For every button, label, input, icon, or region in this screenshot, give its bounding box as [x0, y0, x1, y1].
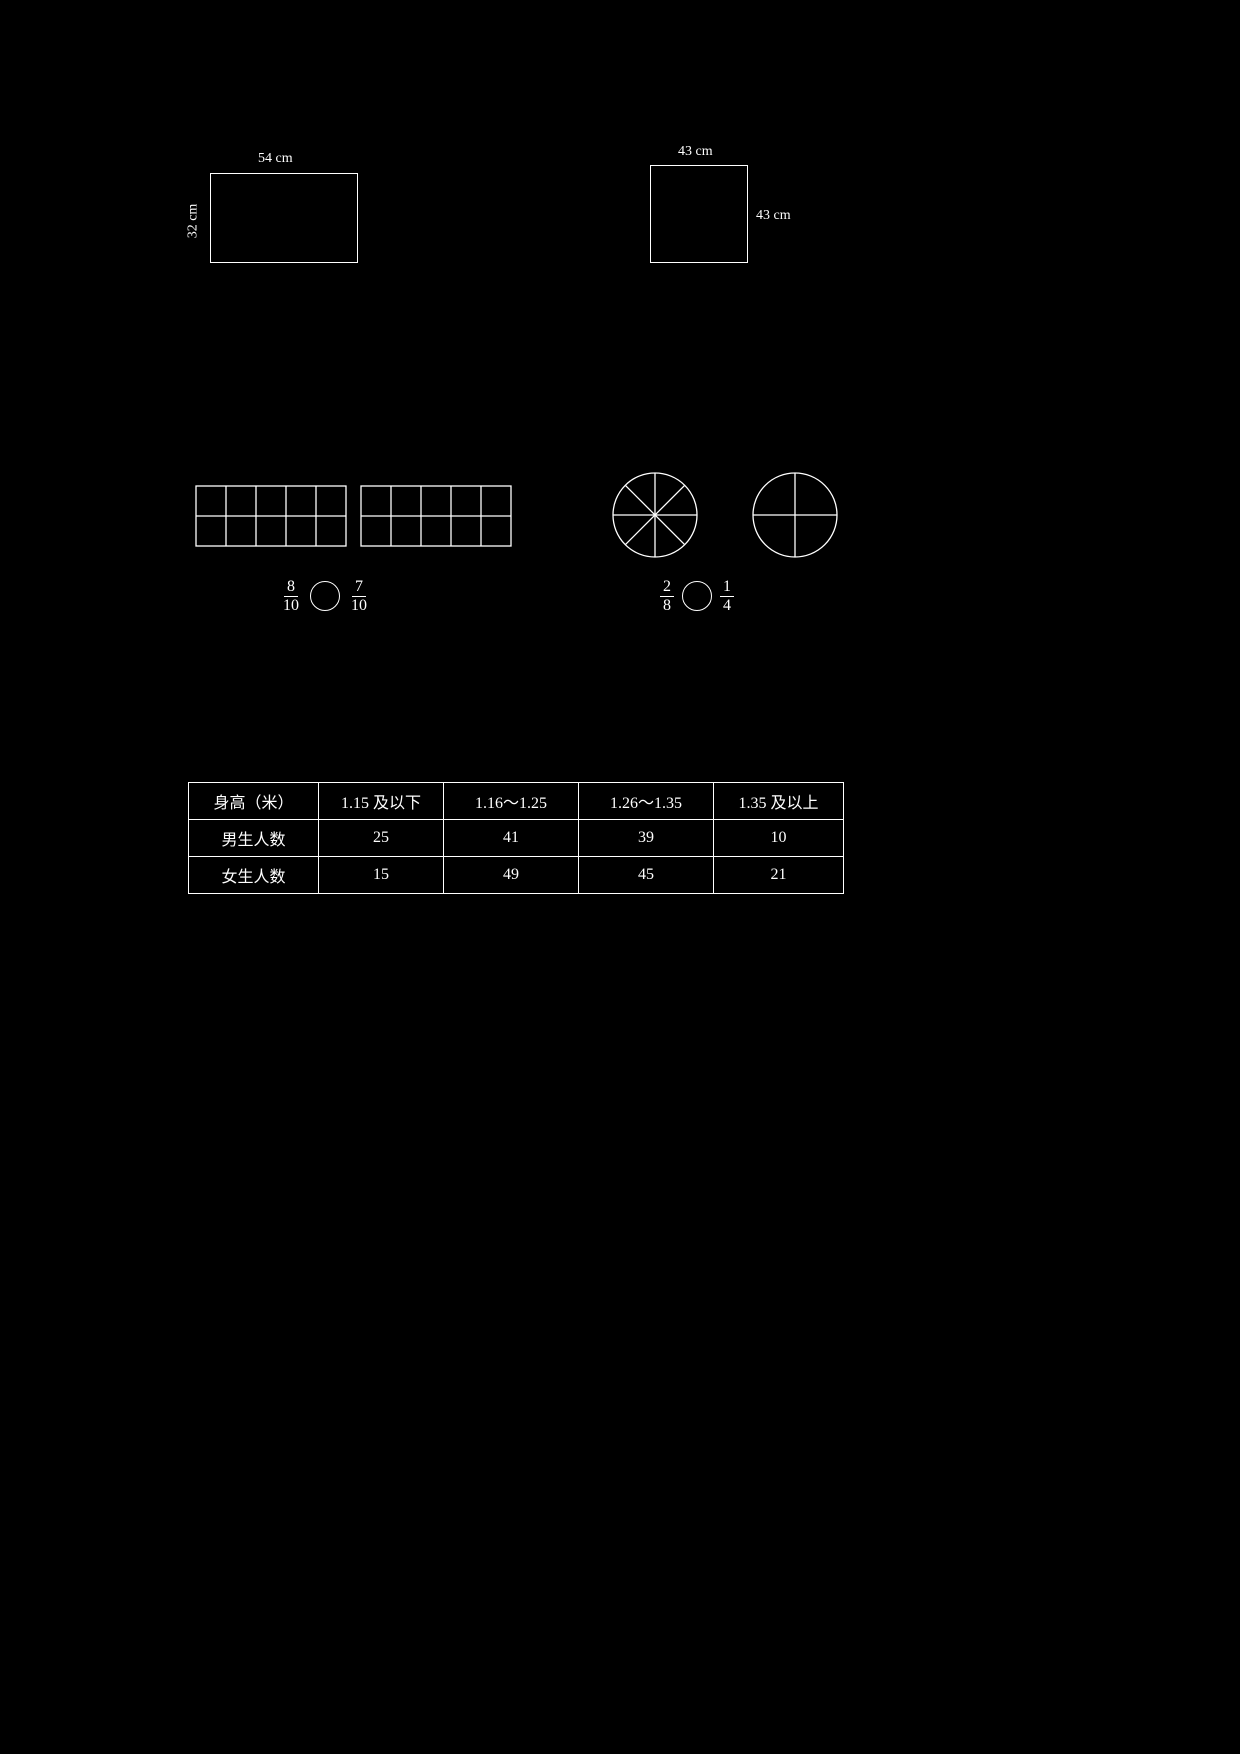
- fraction-a-left-num: 8: [284, 578, 298, 597]
- table-header-1: 1.15 及以下: [319, 783, 444, 820]
- table-header-row: 身高（米） 1.15 及以下 1.16～1.25 1.26～1.35 1.35 …: [189, 783, 844, 820]
- rectangle-shape: [210, 173, 358, 263]
- square-shape: [650, 165, 748, 263]
- pie-left: [611, 471, 699, 559]
- table-row1-v1: 49: [444, 857, 579, 894]
- rect-side-label: 32 cm: [185, 204, 201, 239]
- table-row0-v1: 41: [444, 820, 579, 857]
- fraction-b-left-num: 2: [660, 578, 674, 597]
- fraction-b-left-den: 8: [660, 597, 674, 615]
- fraction-compare-b: 2 8 1 4: [660, 578, 734, 614]
- table-row1-v2: 45: [579, 857, 714, 894]
- square-side-label: 43 cm: [756, 208, 791, 224]
- table-row0-v0: 25: [319, 820, 444, 857]
- fraction-a-right: 7 10: [348, 578, 370, 614]
- table-row0-v2: 39: [579, 820, 714, 857]
- table-row1-v3: 21: [714, 857, 844, 894]
- compare-circle-b[interactable]: [682, 581, 712, 611]
- grid-left: [195, 485, 347, 547]
- table-row0-label: 男生人数: [189, 820, 319, 857]
- table-row: 男生人数 25 41 39 10: [189, 820, 844, 857]
- table-row: 女生人数 15 49 45 21: [189, 857, 844, 894]
- table-row1-v0: 15: [319, 857, 444, 894]
- fraction-a-left-den: 10: [280, 597, 302, 615]
- table-header-4: 1.35 及以上: [714, 783, 844, 820]
- square-top-label: 43 cm: [678, 144, 713, 160]
- fraction-a-left: 8 10: [280, 578, 302, 614]
- fraction-a-right-den: 10: [348, 597, 370, 615]
- fraction-b-left: 2 8: [660, 578, 674, 614]
- height-table: 身高（米） 1.15 及以下 1.16～1.25 1.26～1.35 1.35 …: [188, 782, 844, 894]
- compare-circle-a[interactable]: [310, 581, 340, 611]
- fraction-b-right: 1 4: [720, 578, 734, 614]
- rect-top-label: 54 cm: [258, 151, 293, 167]
- table-header-0: 身高（米）: [189, 783, 319, 820]
- fraction-a-right-num: 7: [352, 578, 366, 597]
- table-header-3: 1.26～1.35: [579, 783, 714, 820]
- table-row1-label: 女生人数: [189, 857, 319, 894]
- fraction-compare-a: 8 10 7 10: [280, 578, 370, 614]
- pie-right: [751, 471, 839, 559]
- fraction-b-right-num: 1: [720, 578, 734, 597]
- fraction-b-right-den: 4: [720, 597, 734, 615]
- table-header-2: 1.16～1.25: [444, 783, 579, 820]
- grid-right: [360, 485, 512, 547]
- table-row0-v3: 10: [714, 820, 844, 857]
